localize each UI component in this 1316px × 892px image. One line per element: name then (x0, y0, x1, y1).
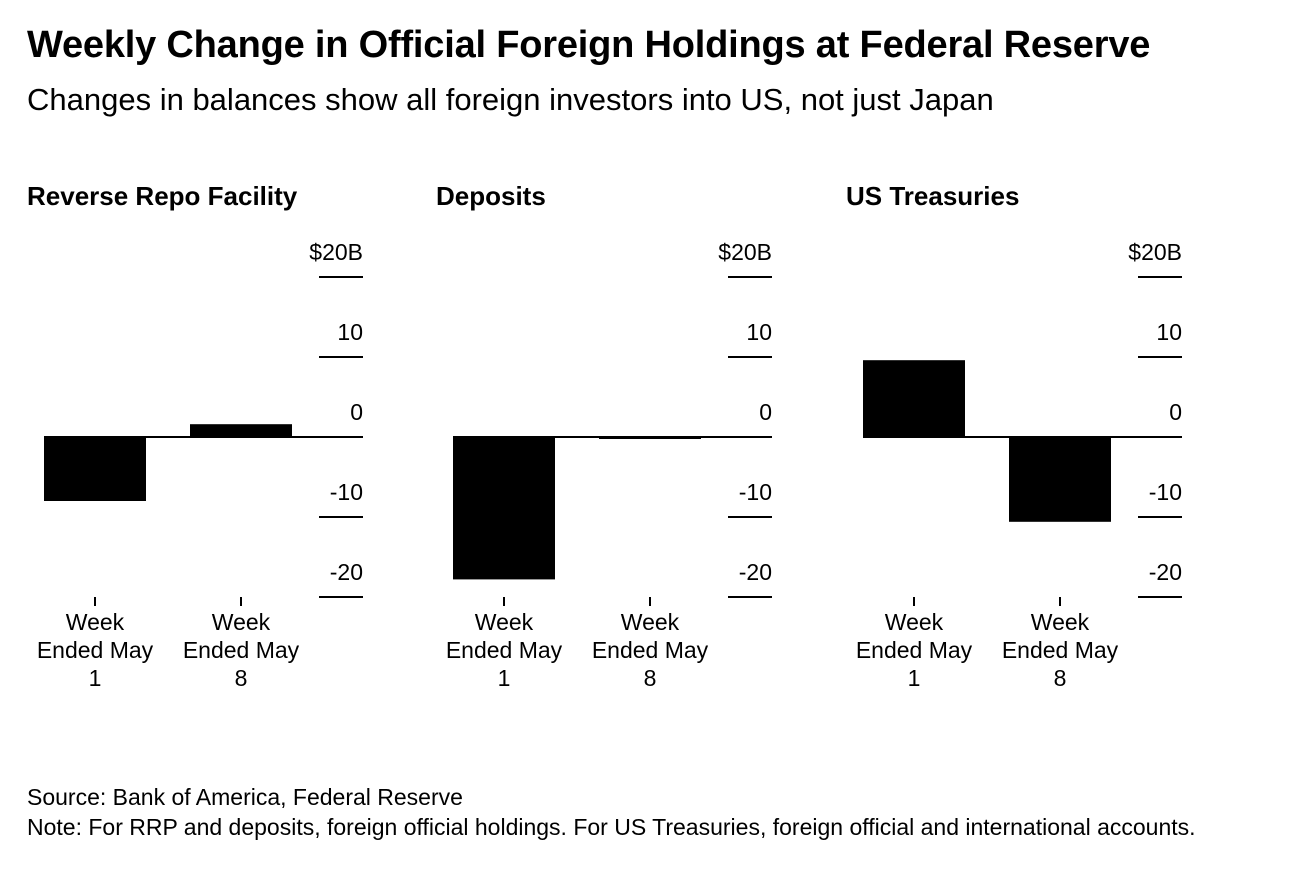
bar (190, 424, 292, 437)
y-tick-label: -10 (330, 479, 363, 505)
y-tick-label: 10 (746, 319, 772, 345)
bar (863, 360, 965, 437)
chart-subtitle: Changes in balances show all foreign inv… (27, 82, 994, 117)
panel-title: Reverse Repo Facility (27, 181, 298, 211)
y-tick-label: $20B (309, 239, 363, 265)
panel-title: US Treasuries (846, 181, 1019, 211)
x-tick-label: Week Ended May 1 (37, 609, 154, 691)
panel-title: Deposits (436, 181, 546, 211)
y-tick-label: 0 (350, 399, 363, 425)
chart-title: Weekly Change in Official Foreign Holdin… (27, 24, 1151, 66)
y-tick-label: -20 (330, 559, 363, 585)
bar (44, 437, 146, 501)
y-tick-label: $20B (718, 239, 772, 265)
bar (1009, 437, 1111, 522)
x-tick-label: Week Ended May 8 (592, 609, 709, 691)
x-tick-label: Week Ended May 1 (446, 609, 563, 691)
bar (453, 437, 555, 580)
chart-panel-1: Reverse Repo Facility $20B 10 0 -10 -20 Week En… (27, 181, 363, 691)
y-tick-label: -20 (1149, 559, 1182, 585)
y-tick-label: -10 (1149, 479, 1182, 505)
y-tick-label: 0 (759, 399, 772, 425)
x-tick-label: Week Ended May 1 (856, 609, 973, 691)
x-tick-label: Week Ended May 8 (1002, 609, 1119, 691)
charts-canvas: Reverse Repo Facility $20B 10 0 -10 -20 Week En… (27, 181, 1182, 691)
source-note: Source: Bank of America, Federal Reserve (27, 784, 463, 810)
y-tick-label: 10 (1156, 319, 1182, 345)
footnote: Note: For RRP and deposits, foreign offi… (27, 814, 1196, 840)
chart-panel-3: US Treasuries $20B 10 0 -10 -20 Week Ended May 1… (846, 181, 1182, 691)
y-tick-label: -10 (739, 479, 772, 505)
x-tick-label: Week Ended May 8 (183, 609, 300, 691)
y-tick-label: $20B (1128, 239, 1182, 265)
y-tick-label: -20 (739, 559, 772, 585)
y-tick-label: 10 (337, 319, 363, 345)
y-tick-label: 0 (1169, 399, 1182, 425)
bar (599, 437, 701, 439)
chart-panel-2: Deposits $20B 10 0 -10 -20 Week Ended May 1 Week E… (436, 181, 772, 691)
